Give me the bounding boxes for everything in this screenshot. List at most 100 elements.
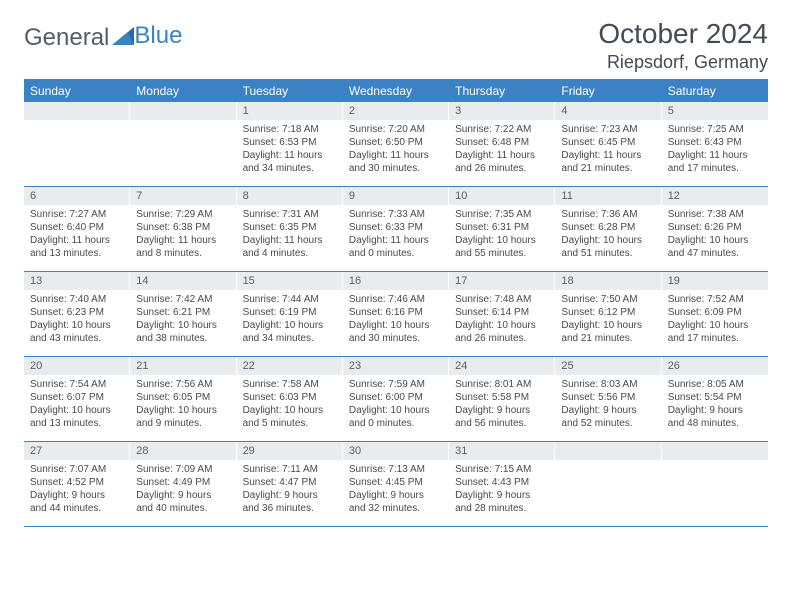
sunset-text: Sunset: 6:31 PM	[455, 221, 549, 234]
sunset-text: Sunset: 4:45 PM	[349, 476, 443, 489]
daylight-text: Daylight: 10 hours and 51 minutes.	[561, 234, 655, 260]
daylight-text: Daylight: 10 hours and 0 minutes.	[349, 404, 443, 430]
sunrise-text: Sunrise: 7:50 AM	[561, 293, 655, 306]
dayhead-wednesday: Wednesday	[343, 80, 449, 102]
day-number: 13	[24, 272, 130, 290]
sunset-text: Sunset: 5:54 PM	[668, 391, 762, 404]
sunset-text: Sunset: 6:40 PM	[30, 221, 124, 234]
week-row: 13Sunrise: 7:40 AMSunset: 6:23 PMDayligh…	[24, 272, 768, 357]
week-row: 20Sunrise: 7:54 AMSunset: 6:07 PMDayligh…	[24, 357, 768, 442]
daylight-text: Daylight: 10 hours and 26 minutes.	[455, 319, 549, 345]
sunrise-text: Sunrise: 7:20 AM	[349, 123, 443, 136]
cell-body: Sunrise: 7:48 AMSunset: 6:14 PMDaylight:…	[449, 290, 555, 349]
cell-body: Sunrise: 7:40 AMSunset: 6:23 PMDaylight:…	[24, 290, 130, 349]
calendar-cell: 3Sunrise: 7:22 AMSunset: 6:48 PMDaylight…	[449, 102, 555, 186]
daylight-text: Daylight: 10 hours and 13 minutes.	[30, 404, 124, 430]
day-number: 3	[449, 102, 555, 120]
cell-body: Sunrise: 8:03 AMSunset: 5:56 PMDaylight:…	[555, 375, 661, 434]
daylight-text: Daylight: 10 hours and 17 minutes.	[668, 319, 762, 345]
daylight-text: Daylight: 10 hours and 55 minutes.	[455, 234, 549, 260]
sunrise-text: Sunrise: 7:54 AM	[30, 378, 124, 391]
day-number: 5	[662, 102, 768, 120]
cell-body	[130, 120, 236, 170]
brand-part2: Blue	[134, 22, 182, 50]
sunrise-text: Sunrise: 7:33 AM	[349, 208, 443, 221]
daylight-text: Daylight: 11 hours and 30 minutes.	[349, 149, 443, 175]
cell-body	[555, 460, 661, 510]
daylight-text: Daylight: 9 hours and 56 minutes.	[455, 404, 549, 430]
calendar-cell: 19Sunrise: 7:52 AMSunset: 6:09 PMDayligh…	[662, 272, 768, 356]
day-number: 27	[24, 442, 130, 460]
sunset-text: Sunset: 6:21 PM	[136, 306, 230, 319]
calendar-cell: 23Sunrise: 7:59 AMSunset: 6:00 PMDayligh…	[343, 357, 449, 441]
sunset-text: Sunset: 6:33 PM	[349, 221, 443, 234]
day-number	[130, 102, 236, 120]
calendar-cell	[130, 102, 236, 186]
sunrise-text: Sunrise: 7:07 AM	[30, 463, 124, 476]
sunset-text: Sunset: 6:50 PM	[349, 136, 443, 149]
daylight-text: Daylight: 11 hours and 17 minutes.	[668, 149, 762, 175]
calendar-cell: 18Sunrise: 7:50 AMSunset: 6:12 PMDayligh…	[555, 272, 661, 356]
cell-body: Sunrise: 7:52 AMSunset: 6:09 PMDaylight:…	[662, 290, 768, 349]
day-number: 7	[130, 187, 236, 205]
cell-body: Sunrise: 7:35 AMSunset: 6:31 PMDaylight:…	[449, 205, 555, 264]
cell-body: Sunrise: 7:46 AMSunset: 6:16 PMDaylight:…	[343, 290, 449, 349]
calendar-cell: 30 Sunrise: 7:13 AMSunset: 4:45 PMDayligh…	[343, 442, 449, 526]
sunrise-text: Sunrise: 7:27 AM	[30, 208, 124, 221]
calendar-cell: 13Sunrise: 7:40 AMSunset: 6:23 PMDayligh…	[24, 272, 130, 356]
location-label: Riepsdorf, Germany	[598, 52, 768, 73]
sunset-text: Sunset: 6:45 PM	[561, 136, 655, 149]
sunrise-text: Sunrise: 7:11 AM	[243, 463, 337, 476]
sunset-text: Sunset: 6:05 PM	[136, 391, 230, 404]
brand-part1: General	[24, 24, 109, 52]
day-number: 2	[343, 102, 449, 120]
calendar-cell: 29Sunrise: 7:11 AMSunset: 4:47 PMDayligh…	[237, 442, 343, 526]
sunset-text: Sunset: 4:43 PM	[455, 476, 549, 489]
sunset-text: Sunset: 5:58 PM	[455, 391, 549, 404]
day-number: 31	[449, 442, 555, 460]
calendar: Sunday Monday Tuesday Wednesday Thursday…	[24, 79, 768, 527]
cell-body: Sunrise: 7:22 AMSunset: 6:48 PMDaylight:…	[449, 120, 555, 179]
calendar-cell: 4Sunrise: 7:23 AMSunset: 6:45 PMDaylight…	[555, 102, 661, 186]
sunrise-text: Sunrise: 7:13 AM	[349, 463, 443, 476]
day-number	[662, 442, 768, 460]
daylight-text: Daylight: 10 hours and 38 minutes.	[136, 319, 230, 345]
sunrise-text: Sunrise: 7:42 AM	[136, 293, 230, 306]
day-number: 24	[449, 357, 555, 375]
dayhead-sunday: Sunday	[24, 80, 130, 102]
dayhead-monday: Monday	[130, 80, 236, 102]
day-number: 1	[237, 102, 343, 120]
calendar-cell	[24, 102, 130, 186]
day-number: 16	[343, 272, 449, 290]
daylight-text: Daylight: 9 hours and 32 minutes.	[349, 489, 443, 515]
day-number: 26	[662, 357, 768, 375]
cell-body: Sunrise: 7:36 AMSunset: 6:28 PMDaylight:…	[555, 205, 661, 264]
day-number: 25	[555, 357, 661, 375]
calendar-cell: 6Sunrise: 7:27 AMSunset: 6:40 PMDaylight…	[24, 187, 130, 271]
daylight-text: Daylight: 11 hours and 0 minutes.	[349, 234, 443, 260]
day-number: 10	[449, 187, 555, 205]
dayhead-saturday: Saturday	[662, 80, 768, 102]
cell-body: Sunrise: 7:33 AMSunset: 6:33 PMDaylight:…	[343, 205, 449, 264]
sunrise-text: Sunrise: 7:23 AM	[561, 123, 655, 136]
cell-body: Sunrise: 7:44 AMSunset: 6:19 PMDaylight:…	[237, 290, 343, 349]
sunset-text: Sunset: 6:12 PM	[561, 306, 655, 319]
sunset-text: Sunset: 6:43 PM	[668, 136, 762, 149]
daylight-text: Daylight: 11 hours and 4 minutes.	[243, 234, 337, 260]
cell-body: Sunrise: 7:07 AMSunset: 4:52 PMDaylight:…	[24, 460, 130, 519]
sunrise-text: Sunrise: 7:56 AM	[136, 378, 230, 391]
sunset-text: Sunset: 6:09 PM	[668, 306, 762, 319]
sunset-text: Sunset: 6:14 PM	[455, 306, 549, 319]
day-number: 6	[24, 187, 130, 205]
cell-body: Sunrise: 7:18 AMSunset: 6:53 PMDaylight:…	[237, 120, 343, 179]
sunset-text: Sunset: 4:52 PM	[30, 476, 124, 489]
day-header-row: Sunday Monday Tuesday Wednesday Thursday…	[24, 80, 768, 102]
daylight-text: Daylight: 10 hours and 9 minutes.	[136, 404, 230, 430]
sunset-text: Sunset: 6:16 PM	[349, 306, 443, 319]
cell-body: Sunrise: 8:05 AMSunset: 5:54 PMDaylight:…	[662, 375, 768, 434]
day-number: 30	[343, 442, 449, 460]
dayhead-friday: Friday	[555, 80, 661, 102]
sunrise-text: Sunrise: 7:46 AM	[349, 293, 443, 306]
day-number: 20	[24, 357, 130, 375]
daylight-text: Daylight: 10 hours and 30 minutes.	[349, 319, 443, 345]
